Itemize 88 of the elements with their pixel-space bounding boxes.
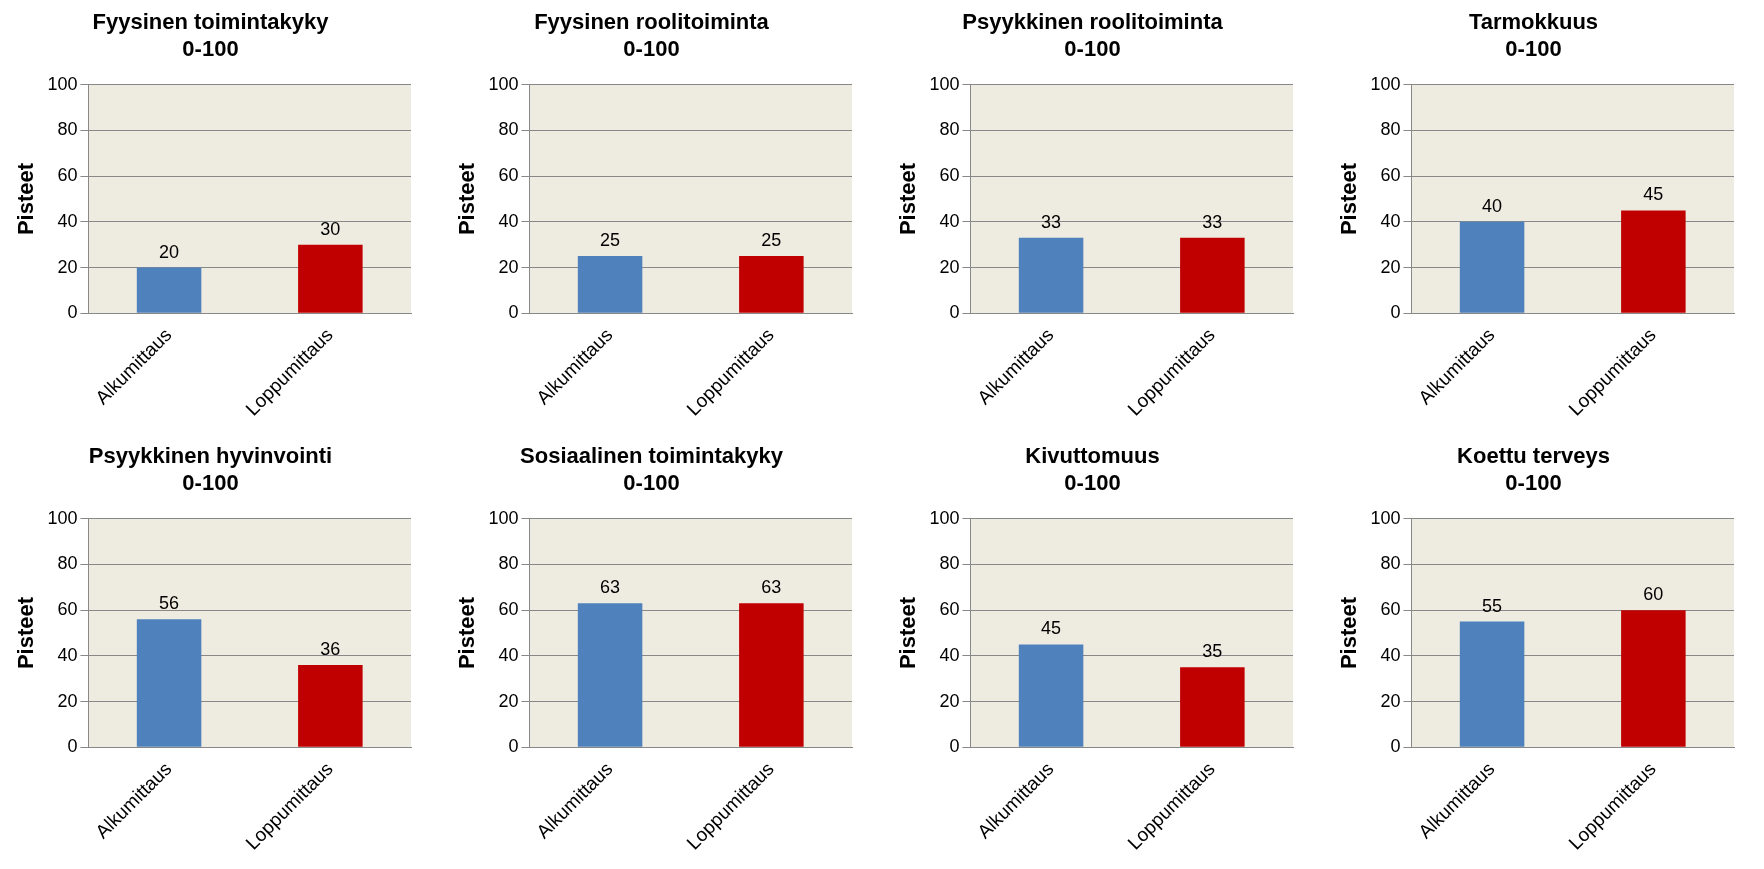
y-tick-label: 0 [67, 736, 78, 757]
y-tick-label: 0 [949, 736, 960, 757]
y-tick-label: 100 [488, 507, 519, 528]
data-label: 33 [1041, 211, 1062, 232]
y-tick-label: 80 [1380, 119, 1401, 140]
data-label: 60 [1643, 584, 1664, 605]
y-tick-label: 80 [1380, 553, 1401, 574]
y-tick-label: 40 [1380, 210, 1401, 231]
y-tick-label: 0 [949, 302, 960, 323]
data-label: 33 [1202, 211, 1223, 232]
chart-title: Psyykkinen hyvinvointi [88, 443, 333, 469]
chart-subtitle: 0-100 [182, 469, 239, 495]
y-tick-label: 60 [498, 165, 519, 186]
data-label: 30 [320, 218, 341, 239]
chart-subtitle: 0-100 [623, 469, 680, 495]
y-axis-title: Pisteet [1336, 162, 1362, 236]
y-tick-label: 0 [508, 302, 519, 323]
y-tick-label: 20 [939, 690, 960, 711]
y-tick-label: 40 [57, 644, 78, 665]
chart-title: Sosiaalinen toimintakyky [520, 443, 784, 469]
y-tick-label: 100 [1370, 507, 1401, 528]
y-tick-label: 100 [929, 73, 960, 94]
y-tick-label: 40 [1380, 644, 1401, 665]
y-tick-label: 20 [498, 690, 519, 711]
data-label: 25 [600, 230, 621, 251]
y-tick-label: 20 [57, 256, 78, 277]
y-tick-label: 80 [939, 119, 960, 140]
y-tick-label: 100 [1370, 73, 1401, 94]
y-tick-label: 60 [57, 599, 78, 620]
y-tick-label: 40 [939, 644, 960, 665]
y-tick-label: 40 [57, 210, 78, 231]
chart-title: Psyykkinen roolitoiminta [962, 9, 1224, 35]
y-tick-label: 60 [1380, 599, 1401, 620]
y-tick-label: 60 [57, 165, 78, 186]
data-label: 25 [761, 230, 782, 251]
y-tick-label: 100 [47, 73, 78, 94]
y-tick-label: 0 [1390, 302, 1401, 323]
y-tick-label: 60 [939, 165, 960, 186]
y-axis-title: Pisteet [454, 596, 480, 670]
y-tick-label: 20 [939, 256, 960, 277]
chart-title: Kivuttomuus [1025, 443, 1160, 469]
y-tick-label: 0 [1390, 736, 1401, 757]
chart-title: Tarmokkuus [1468, 9, 1599, 35]
data-label: 45 [1041, 618, 1062, 639]
y-tick-label: 20 [498, 256, 519, 277]
chart-subtitle: 0-100 [1064, 469, 1121, 495]
y-tick-label: 80 [498, 119, 519, 140]
y-tick-label: 100 [47, 507, 78, 528]
chart-title: Fyysinen toimintakyky [92, 9, 330, 35]
y-tick-label: 40 [939, 210, 960, 231]
y-axis-title: Pisteet [895, 162, 921, 236]
y-tick-label: 60 [498, 599, 519, 620]
data-label: 45 [1643, 184, 1664, 205]
chart-subtitle: 0-100 [623, 35, 680, 61]
y-tick-label: 80 [57, 553, 78, 574]
y-tick-label: 100 [929, 507, 960, 528]
chart-subtitle: 0-100 [1505, 35, 1562, 61]
y-tick-label: 20 [1380, 690, 1401, 711]
y-tick-label: 40 [498, 210, 519, 231]
y-tick-label: 0 [67, 302, 78, 323]
data-label: 40 [1482, 195, 1503, 216]
chart-title: Koettu terveys [1457, 443, 1610, 469]
y-tick-label: 80 [57, 119, 78, 140]
chart-subtitle: 0-100 [1064, 35, 1121, 61]
data-label: 56 [159, 593, 180, 614]
data-label: 36 [320, 638, 341, 659]
y-tick-label: 40 [498, 644, 519, 665]
y-tick-label: 60 [939, 599, 960, 620]
y-tick-label: 80 [939, 553, 960, 574]
y-axis-title: Pisteet [13, 162, 39, 236]
y-axis-title: Pisteet [13, 596, 39, 670]
y-axis-title: Pisteet [895, 596, 921, 670]
y-tick-label: 20 [57, 690, 78, 711]
y-tick-label: 60 [1380, 165, 1401, 186]
y-axis-title: Pisteet [1336, 596, 1362, 670]
chart-title: Fyysinen roolitoiminta [534, 9, 770, 35]
chart-subtitle: 0-100 [1505, 469, 1562, 495]
data-label: 63 [600, 577, 621, 598]
y-tick-label: 0 [508, 736, 519, 757]
chart-subtitle: 0-100 [182, 35, 239, 61]
y-tick-label: 80 [498, 553, 519, 574]
data-label: 20 [159, 241, 180, 262]
y-axis-title: Pisteet [454, 162, 480, 236]
y-tick-label: 20 [1380, 256, 1401, 277]
data-label: 35 [1202, 641, 1223, 662]
y-tick-label: 100 [488, 73, 519, 94]
data-label: 55 [1482, 595, 1503, 616]
data-label: 63 [761, 577, 782, 598]
